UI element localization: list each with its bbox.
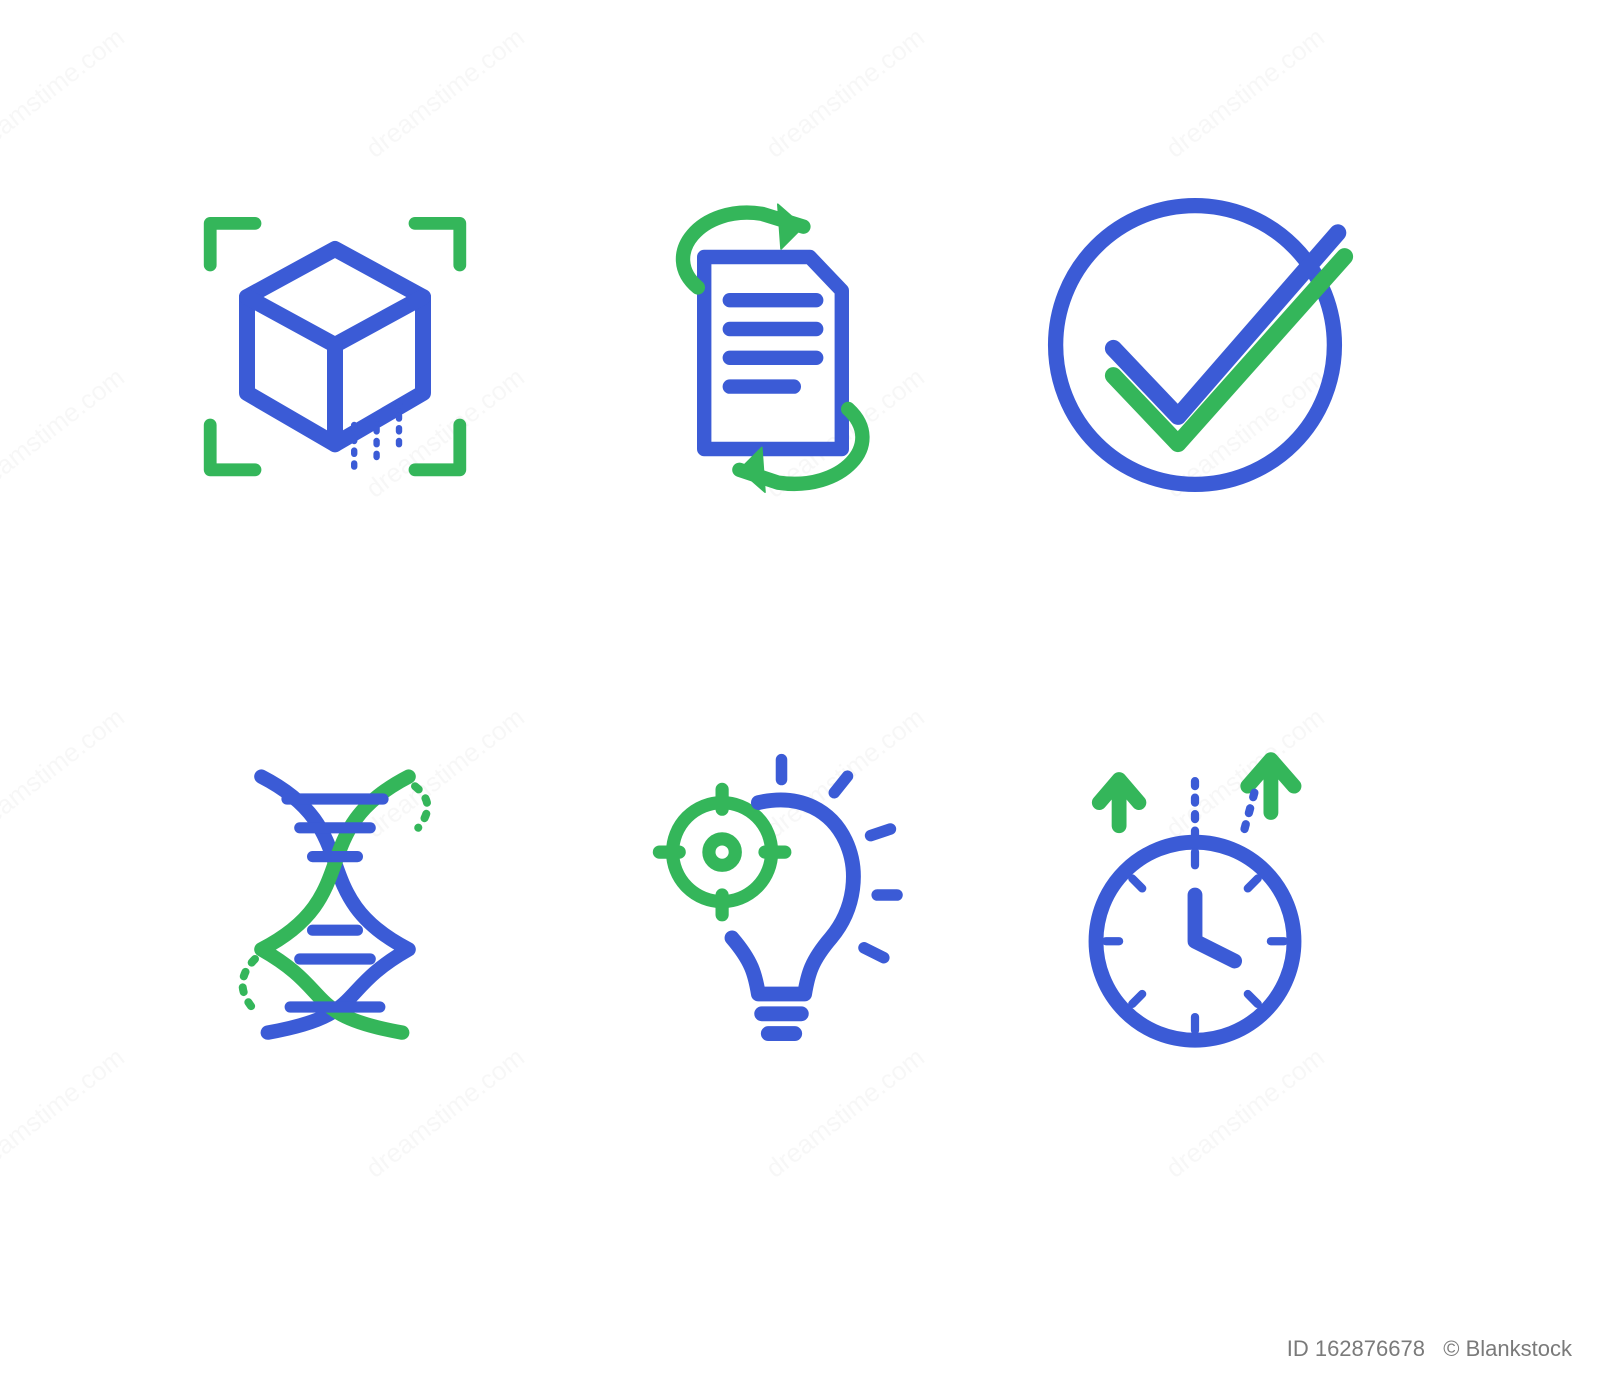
time-up-icon: [1015, 715, 1375, 1075]
verify-check-icon: [1015, 165, 1375, 525]
watermark-text: dreamstime.com: [0, 362, 131, 505]
image-credit: ID 162876678 © Blankstock: [1287, 1336, 1572, 1362]
watermark-text: dreamstime.com: [0, 1042, 131, 1185]
seo-idea-icon: [585, 715, 945, 1075]
ar-cube-icon: [155, 165, 515, 525]
dna-helix-icon: [155, 715, 515, 1075]
doc-refresh-icon: [585, 165, 945, 525]
image-author-label: © Blankstock: [1443, 1336, 1572, 1361]
watermark-text: dreamstime.com: [0, 22, 131, 165]
icon-grid: [140, 130, 1390, 1110]
watermark-text: dreamstime.com: [0, 702, 131, 845]
image-id-label: ID 162876678: [1287, 1336, 1425, 1361]
